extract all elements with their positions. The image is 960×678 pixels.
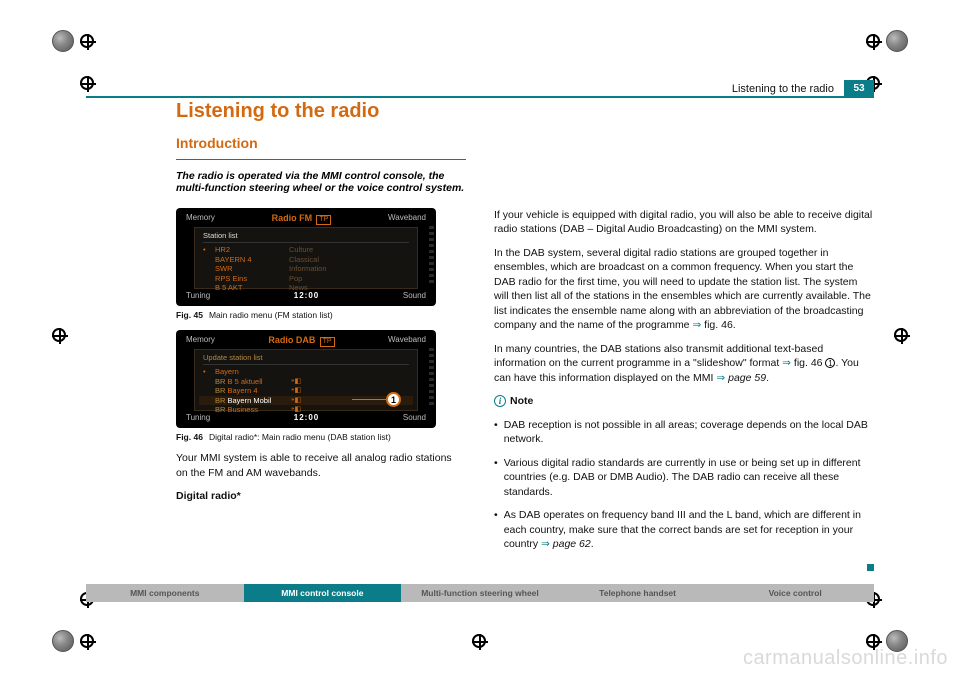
- reg-mark-tl: [52, 30, 94, 52]
- lead-paragraph: The radio is operated via the MMI contro…: [176, 170, 466, 194]
- radio-screenshot-dab: Memory Radio DAB TP Waveband Update stat…: [176, 330, 436, 428]
- tp-badge: TP: [320, 337, 335, 347]
- body-paragraph: In many countries, the DAB stations also…: [494, 342, 874, 385]
- tp-badge: TP: [316, 215, 331, 225]
- tab-voice-control[interactable]: Voice control: [716, 584, 874, 602]
- reg-cross: [80, 634, 94, 648]
- top-rule-line: [86, 96, 874, 98]
- reg-ball: [52, 630, 74, 652]
- reg-cross-bc: [472, 634, 486, 648]
- reg-cross-ml: [52, 328, 66, 342]
- figure-number: Fig. 45: [176, 310, 203, 322]
- tab-steering-wheel[interactable]: Multi-function steering wheel: [401, 584, 559, 602]
- figure-46: Memory Radio DAB TP Waveband Update stat…: [176, 330, 436, 444]
- note-heading: iNote: [494, 394, 874, 408]
- subheading: Introduction: [176, 135, 874, 151]
- end-mark: [494, 561, 874, 575]
- figure-caption-text: Digital radio*: Main radio menu (DAB sta…: [209, 432, 391, 444]
- scroll-strip: [429, 348, 434, 408]
- panel-title: Station list: [203, 231, 409, 243]
- station-row: SWRInformation: [203, 264, 409, 274]
- reg-ball: [886, 30, 908, 52]
- station-row: BR Bayern 4⁍◧: [203, 386, 409, 396]
- station-row: • Bayern: [203, 367, 409, 377]
- top-rule: Listening to the radio 53: [86, 80, 874, 98]
- station-row: •HR2Culture: [203, 245, 409, 255]
- body-paragraph: Your MMI system is able to receive all a…: [176, 451, 466, 480]
- station-panel: Station list •HR2CultureBAYERN 4Classica…: [194, 227, 418, 289]
- figure-45: Memory Radio FM TP Waveband Station list…: [176, 208, 436, 322]
- scroll-strip: [429, 226, 434, 286]
- note-bullet: •Various digital radio standards are cur…: [494, 456, 874, 499]
- reg-cross: [866, 34, 880, 48]
- body-paragraph: If your vehicle is equipped with digital…: [494, 208, 874, 237]
- page-body: Listening to the radio 53 Listening to t…: [86, 80, 874, 560]
- watermark: carmanualsonline.info: [743, 647, 948, 670]
- station-row: BR Business⁍◧: [203, 405, 409, 415]
- digital-radio-label: Digital radio*: [176, 489, 466, 503]
- tab-telephone-handset[interactable]: Telephone handset: [559, 584, 717, 602]
- running-head: Listening to the radio: [732, 83, 834, 95]
- reg-cross-mr: [894, 328, 908, 342]
- left-column: Memory Radio FM TP Waveband Station list…: [86, 208, 466, 584]
- reg-mark-bl: [52, 630, 94, 652]
- subheading-rule: [176, 159, 466, 160]
- reg-ball: [52, 30, 74, 52]
- info-icon: i: [494, 395, 506, 407]
- chapter-heading: Listening to the radio: [176, 100, 874, 123]
- figure-caption-text: Main radio menu (FM station list): [209, 310, 333, 322]
- tab-mmi-control-console[interactable]: MMI control console: [244, 584, 402, 602]
- radio-title: Radio FM: [272, 213, 313, 223]
- tab-mmi-components[interactable]: MMI components: [86, 584, 244, 602]
- station-row: BR Bayern Mobil⁍◧: [199, 396, 413, 406]
- note-bullet: •As DAB operates on frequency band III a…: [494, 508, 874, 551]
- body-paragraph: In the DAB system, several digital radio…: [494, 246, 874, 333]
- radio-title: Radio DAB: [268, 335, 315, 345]
- callout-1: 1: [386, 392, 401, 407]
- figure-number: Fig. 46: [176, 432, 203, 444]
- station-row: RPS EinsPop: [203, 274, 409, 284]
- reg-cross: [80, 34, 94, 48]
- station-row: BR B 5 aktuell⁍◧: [203, 377, 409, 387]
- figure-45-caption: Fig. 45 Main radio menu (FM station list…: [176, 310, 436, 322]
- panel-title: Update station list: [203, 353, 409, 365]
- softkey-memory: Memory: [186, 212, 215, 225]
- right-column: If your vehicle is equipped with digital…: [494, 208, 874, 584]
- softkey-waveband: Waveband: [388, 334, 426, 347]
- figure-46-caption: Fig. 46 Digital radio*: Main radio menu …: [176, 432, 436, 444]
- reg-cross: [866, 634, 880, 648]
- softkey-waveband: Waveband: [388, 212, 426, 225]
- square-icon: [867, 564, 874, 571]
- note-bullet: •DAB reception is not possible in all ar…: [494, 418, 874, 447]
- radio-screenshot-fm: Memory Radio FM TP Waveband Station list…: [176, 208, 436, 306]
- reg-mark-tr: [866, 30, 908, 52]
- footer-tabstrip: MMI components MMI control console Multi…: [86, 584, 874, 602]
- two-column-layout: Memory Radio FM TP Waveband Station list…: [86, 208, 874, 584]
- callout-line: [352, 399, 386, 400]
- softkey-memory: Memory: [186, 334, 215, 347]
- station-panel: Update station list • BayernBR B 5 aktue…: [194, 349, 418, 411]
- station-row: B 5 AKTNews: [203, 283, 409, 293]
- station-row: BAYERN 4Classical: [203, 255, 409, 265]
